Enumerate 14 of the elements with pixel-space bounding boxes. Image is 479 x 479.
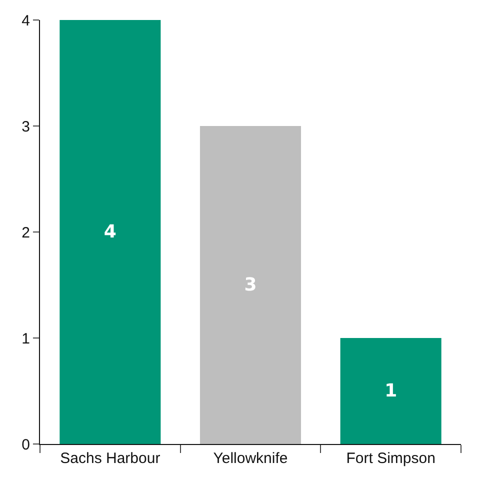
x-tick-label: Yellowknife	[213, 450, 288, 467]
y-tick-label: 4	[22, 12, 30, 30]
y-tick-label: 2	[22, 224, 30, 242]
data-label: 3	[244, 274, 257, 296]
bar	[340, 338, 442, 444]
x-tick-label: Sachs Harbour	[60, 450, 160, 467]
y-tick-label: 3	[22, 118, 30, 136]
bar	[200, 126, 302, 444]
bar	[60, 20, 161, 444]
y-tick-label: 0	[22, 436, 30, 454]
x-tick-label: Fort Simpson	[346, 450, 436, 467]
y-tick-label: 1	[22, 330, 30, 348]
data-label: 4	[104, 222, 116, 242]
data-label: 1	[384, 380, 398, 402]
